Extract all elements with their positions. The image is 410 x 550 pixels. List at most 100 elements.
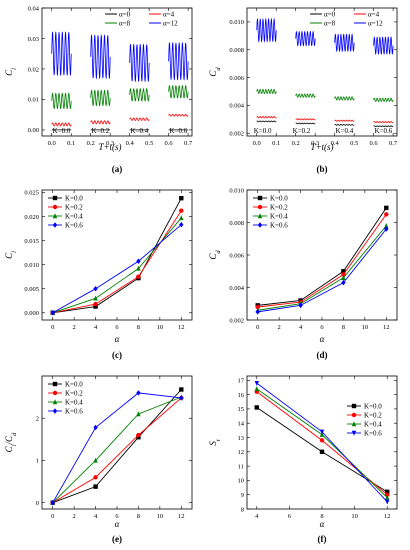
data-point — [179, 221, 184, 228]
legend-label: K=0.6 — [65, 408, 83, 416]
y-tick-label: 0.00 — [28, 127, 39, 134]
legend-label: α=12 — [163, 20, 178, 28]
x-tick-label: 0.2 — [292, 140, 300, 147]
k-annotation: K=0.2 — [92, 127, 110, 135]
legend-marker — [257, 213, 263, 219]
y-tick-label: 0 — [36, 500, 39, 507]
data-point — [319, 449, 325, 454]
oscillation-series — [51, 31, 72, 77]
k-annotation: K=0.6 — [169, 127, 187, 135]
y-tick-label: 0.004 — [229, 285, 244, 292]
x-tick-label: 0.3 — [106, 140, 114, 147]
chart-panel-c: 0 2 4 6 8 10 12 0.000 0.005 0.010 0.015 0.020 0.025 α… — [4, 189, 193, 360]
chart-panel-f: 4 6 8 10 12891011121314151617αSt(f)K=0.0K=0.… — [208, 375, 398, 544]
chart-panel-e: 0 2 4 6 8 10 12012αCl/Cd(e)K=0.0K=0.2K=0.4K=0.… — [4, 375, 193, 544]
data-point — [136, 432, 141, 438]
x-tick-label: 0.5 — [145, 140, 153, 147]
panel-caption: (e) — [112, 534, 122, 544]
k-annotation: K=0.6 — [374, 127, 392, 135]
x-tick-label: 2 — [278, 324, 281, 331]
x-axis-label: T+t(s) — [98, 142, 121, 152]
data-point — [93, 424, 98, 431]
legend-label: K=0.6 — [65, 222, 83, 230]
chart-panel-d: 0 2 4 6 8 10 12 0.002 0.004 0.006 0.008 0.010 α Cd (d)… — [208, 187, 398, 360]
oscillation-series — [168, 113, 189, 117]
y-axis-label: Cl — [4, 251, 18, 259]
legend-label: K=0.6 — [270, 222, 288, 230]
series-line — [52, 392, 182, 503]
legend-marker — [351, 421, 357, 427]
x-tick-label: 0.3 — [311, 140, 319, 147]
x-tick-label: 6 — [320, 324, 324, 331]
x-tick-label: 12 — [384, 513, 391, 520]
data-point — [385, 492, 390, 497]
data-point — [179, 195, 184, 201]
data-point — [136, 411, 141, 417]
oscillation-series — [373, 125, 394, 128]
x-tick-label: 0.4 — [126, 140, 135, 147]
legend-label: α=4 — [163, 11, 175, 19]
series-line — [52, 217, 182, 314]
legend-marker — [52, 204, 58, 210]
oscillation-series — [90, 89, 111, 107]
y-tick-label: 0.03 — [28, 36, 39, 43]
series-line — [257, 228, 387, 313]
chart-panel-a: 0.0 0.1 0.2 0.3 0.4 0.5 0.6 0.7 0.00 0.01 0.02 0.03… — [4, 5, 193, 174]
data-point — [385, 499, 390, 505]
legend-label: α=4 — [368, 11, 380, 19]
x-tick-label: 10 — [157, 513, 164, 520]
data-point — [341, 279, 346, 286]
legend-label: K=0.4 — [65, 399, 83, 407]
x-axis-label: α — [115, 519, 120, 529]
data-point — [179, 215, 184, 221]
y-tick-label: 0.020 — [24, 214, 39, 221]
data-point — [341, 272, 346, 277]
x-tick-label: 8 — [320, 513, 323, 520]
x-tick-label: 6 — [115, 324, 119, 331]
x-tick-label: 0 — [51, 513, 54, 520]
x-tick-label: 0.0 — [253, 140, 261, 147]
x-axis-label: α — [115, 334, 120, 344]
oscillation-series — [373, 36, 394, 55]
data-point — [136, 390, 141, 396]
panel-caption: (f) — [318, 534, 327, 544]
y-tick-label: 0.015 — [24, 238, 39, 245]
legend-label: K=0.4 — [65, 213, 83, 221]
x-tick-label: 0.1 — [67, 140, 75, 147]
data-point — [341, 275, 346, 280]
x-tick-label: 6 — [288, 513, 292, 520]
legend-marker — [52, 399, 58, 405]
data-point — [50, 310, 55, 316]
x-tick-label: 2 — [73, 324, 76, 331]
data-point — [255, 304, 260, 310]
data-point — [179, 395, 184, 401]
y-tick-label: 9 — [241, 492, 244, 499]
legend-marker — [52, 408, 58, 414]
oscillation-series — [51, 92, 72, 110]
data-point — [341, 269, 346, 274]
oscillation-series — [51, 122, 72, 127]
data-point — [93, 301, 98, 307]
oscillation-series — [256, 120, 277, 123]
data-point — [254, 386, 259, 392]
oscillation-series — [168, 85, 189, 99]
y-tick-label: 0.008 — [229, 47, 244, 54]
y-axis-label: Cl — [4, 68, 18, 76]
x-tick-label: 0.7 — [184, 140, 193, 147]
legend-label: K=0.0 — [270, 195, 288, 203]
legend-marker — [52, 195, 58, 201]
x-tick-label: 4 — [94, 513, 98, 520]
legend-label: K=0.2 — [65, 204, 83, 212]
oscillation-series — [373, 97, 394, 102]
legend-label: K=0.2 — [270, 204, 288, 212]
panel-caption: (b) — [317, 164, 328, 174]
x-tick-label: 12 — [178, 513, 185, 520]
legend-marker — [257, 222, 263, 228]
y-tick-label: 1 — [36, 458, 39, 465]
legend-label: K=0.2 — [364, 412, 382, 420]
y-tick-label: 12 — [238, 449, 245, 456]
oscillation-series — [295, 122, 316, 125]
legend-label: K=0.0 — [364, 403, 382, 411]
legend-marker — [52, 213, 58, 219]
data-point — [136, 265, 141, 271]
